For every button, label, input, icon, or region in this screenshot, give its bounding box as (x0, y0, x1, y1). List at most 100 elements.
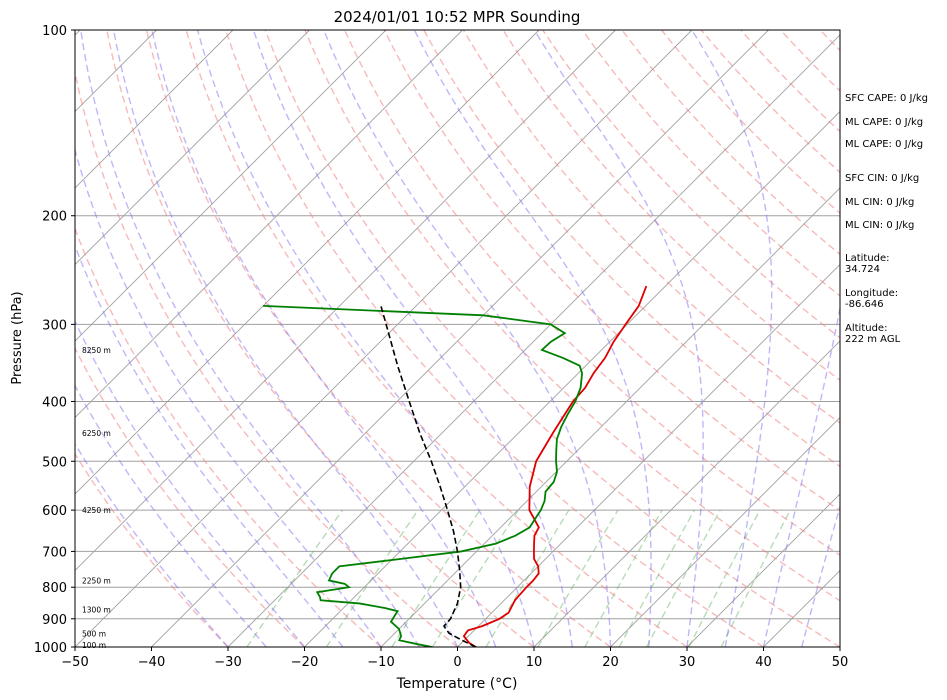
x-tick-label: −20 (291, 655, 318, 670)
dry-adiabat-line (343, 30, 840, 557)
latitude-label: Latitude: (845, 253, 890, 264)
longitude-label: Longitude: (845, 288, 899, 299)
isotherm-line (75, 30, 234, 189)
moist-adiabat-line (75, 384, 267, 647)
height-label: 6250 m (82, 429, 111, 438)
moist-adiabat-line (252, 30, 573, 647)
y-axis-label: Pressure (hPa) (10, 291, 25, 384)
mixing-ratio-line (646, 509, 721, 647)
moist-adiabat-line (413, 30, 652, 647)
y-tick-label: 100 (42, 24, 67, 39)
dry-adiabat-line (423, 30, 840, 468)
y-tick-label: 500 (42, 455, 67, 470)
moist-adiabat-line (762, 304, 840, 647)
y-tick-label: 400 (42, 395, 67, 410)
moist-adiabat-line (196, 30, 535, 647)
ml-cape-stat: ML CAPE: 0 J/kg (845, 117, 924, 128)
moist-adiabat-line (75, 319, 306, 647)
height-label: 4250 m (82, 506, 111, 515)
mixing-ratio-line (246, 509, 344, 647)
x-tick-label: 10 (526, 655, 543, 670)
x-tick-label: 30 (679, 655, 696, 670)
altitude-label: Altitude: (845, 323, 888, 334)
isotherm-line (75, 30, 463, 419)
x-axis-label: Temperature (°C) (396, 676, 518, 692)
y-tick-label: 800 (42, 581, 67, 596)
dry-adiabat-line (304, 30, 840, 602)
x-axis-ticks: −50 −40 −30 −20 −10 0 10 20 30 40 50 (61, 647, 848, 670)
y-tick-label: 900 (42, 613, 67, 628)
mixing-ratio-line (391, 509, 481, 647)
ml-cin-stat-2: ML CIN: 0 J/kg (845, 220, 915, 231)
dry-adiabat-line (581, 30, 840, 297)
isotherm-line (75, 30, 616, 572)
dry-adiabat-line (225, 30, 764, 647)
dry-adiabat-line (75, 346, 305, 647)
sfc-cin-stat: SFC CIN: 0 J/kg (845, 173, 920, 184)
plot-frame (74, 29, 841, 648)
isotherm-line (75, 30, 310, 266)
ml-cin-stat: ML CIN: 0 J/kg (845, 197, 915, 208)
dry-adiabat-line (502, 30, 840, 381)
mixing-ratio-line (584, 509, 663, 647)
moist-adiabat-line (691, 30, 773, 647)
height-label: 100 m (82, 641, 106, 650)
x-tick-label: 20 (602, 655, 619, 670)
moist-adiabat-line (75, 147, 382, 647)
sounding-series (263, 285, 648, 647)
dry-adiabat-line (145, 30, 611, 647)
moist-adiabat-line (801, 504, 840, 647)
moist-adiabat-line (151, 30, 497, 647)
height-label: 500 m (82, 629, 106, 638)
dry-adiabat-line (462, 30, 840, 424)
x-tick-label: 40 (755, 655, 772, 670)
isotherm-line (227, 34, 840, 647)
x-tick-label: 0 (453, 655, 461, 670)
y-tick-label: 200 (42, 210, 67, 225)
y-tick-label: 700 (42, 545, 67, 560)
moist-adiabat-lines (75, 30, 840, 647)
pressure-gridlines (75, 30, 840, 647)
longitude-value: -86.646 (845, 299, 884, 310)
mixing-ratio-line (720, 509, 791, 647)
y-axis-ticks: 1000 900 800 700 600 500 400 300 200 100 (34, 24, 75, 656)
isotherm-line (151, 30, 769, 647)
moist-adiabat-line (112, 30, 459, 647)
dry-adiabat-lines (75, 30, 840, 647)
isotherm-line (686, 493, 840, 647)
ml-cape-stat-2: ML CAPE: 0 J/kg (845, 139, 924, 150)
dry-adiabat-line (264, 30, 840, 647)
x-tick-label: 50 (832, 655, 849, 670)
dry-adiabat-line (185, 30, 688, 647)
altitude-value: 222 m AGL (845, 334, 901, 345)
height-label: 1300 m (82, 606, 111, 615)
moist-adiabat-line (75, 442, 229, 647)
isotherm-line (304, 110, 840, 647)
chart-title: 2024/01/01 10:52 MPR Sounding (334, 8, 581, 26)
dewpoint-profile-line (263, 305, 584, 647)
mixing-ratio-line (537, 509, 619, 647)
isotherm-lines (75, 30, 840, 647)
moist-adiabat-line (80, 30, 420, 647)
x-tick-label: −10 (367, 655, 394, 670)
y-tick-label: 600 (42, 504, 67, 519)
parcel-profile-line (380, 305, 477, 647)
y-tick-label: 1000 (34, 641, 67, 656)
isotherm-line (75, 30, 540, 495)
latitude-value: 34.724 (845, 264, 880, 275)
mixing-ratio-line (485, 509, 570, 647)
dry-adiabat-line (75, 69, 458, 647)
mixing-ratio-line (618, 509, 696, 647)
dry-adiabat-line (75, 226, 382, 647)
moist-adiabat-line (75, 243, 344, 647)
dry-adiabat-line (542, 30, 840, 339)
mixing-ratio-line (325, 509, 419, 647)
temperature-profile-line (462, 285, 648, 647)
dry-adiabat-line (106, 30, 535, 647)
isotherm-line (533, 340, 840, 647)
dry-adiabat-line (383, 30, 840, 512)
isotherm-line (610, 416, 840, 647)
mixing-ratio-lines (246, 509, 791, 647)
x-tick-label: −40 (138, 655, 165, 670)
